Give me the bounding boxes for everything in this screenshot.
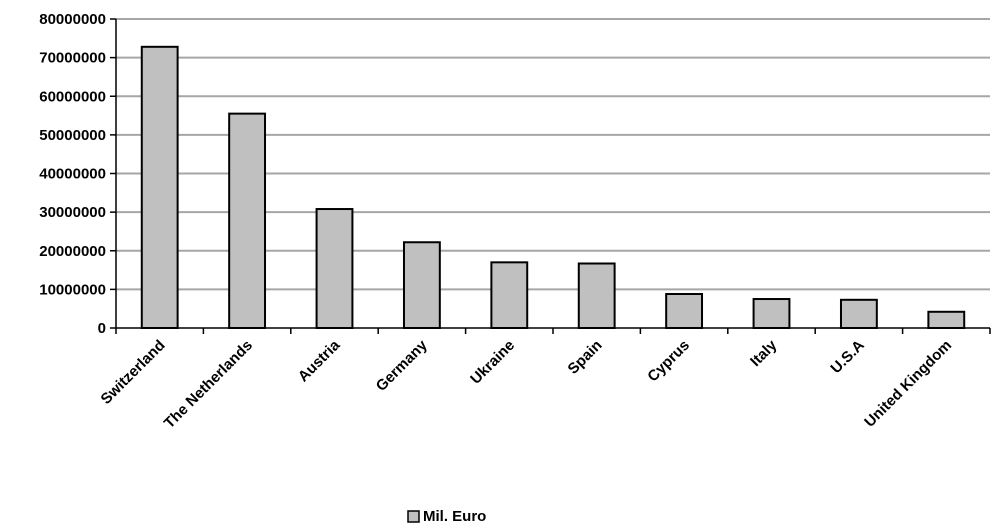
- y-tick-labels: 0 10000000 20000000 30000000 40000000 5000000…: [39, 11, 106, 337]
- y-tick-label: 70000000: [39, 50, 106, 67]
- y-tick-label: 60000000: [39, 88, 106, 105]
- x-tick-label: U.S.A: [827, 337, 867, 377]
- y-tick-label: 20000000: [39, 243, 106, 260]
- x-tick-label: Italy: [747, 336, 781, 370]
- x-tick-label: Spain: [565, 337, 606, 378]
- bar-switzerland: [140, 45, 179, 330]
- bar-ukraine: [490, 261, 529, 329]
- y-tick-label: 80000000: [39, 11, 106, 28]
- bar-italy: [752, 298, 791, 329]
- x-tick-label: United Kingdom: [861, 337, 955, 431]
- y-tick-label: 30000000: [39, 204, 106, 221]
- bar-u-s-a: [839, 298, 878, 329]
- legend-label: Mil. Euro: [423, 508, 486, 525]
- bar-spain: [577, 262, 616, 329]
- x-tick-label: The Netherlands: [161, 337, 256, 432]
- bar-austria: [315, 208, 354, 329]
- legend-swatch: [407, 510, 420, 523]
- bar-cyprus: [665, 293, 704, 330]
- x-tick-label: Germany: [373, 336, 431, 394]
- x-tick-label: Ukraine: [467, 337, 518, 388]
- bar-united-kingdom: [927, 310, 966, 329]
- bar-the-netherlands: [228, 112, 267, 329]
- y-tick-label: 0: [98, 320, 106, 337]
- y-tick-label: 10000000: [39, 281, 106, 298]
- bars: [140, 45, 966, 330]
- legend: Mil. Euro: [407, 508, 486, 525]
- x-tick-label: Switzerland: [98, 337, 169, 408]
- y-tick-label: 50000000: [39, 127, 106, 144]
- x-tick-label: Austria: [295, 336, 344, 385]
- x-tick-label: Cyprus: [644, 337, 693, 386]
- axes: [110, 18, 991, 334]
- y-tick-label: 40000000: [39, 166, 106, 183]
- bar-germany: [402, 241, 441, 329]
